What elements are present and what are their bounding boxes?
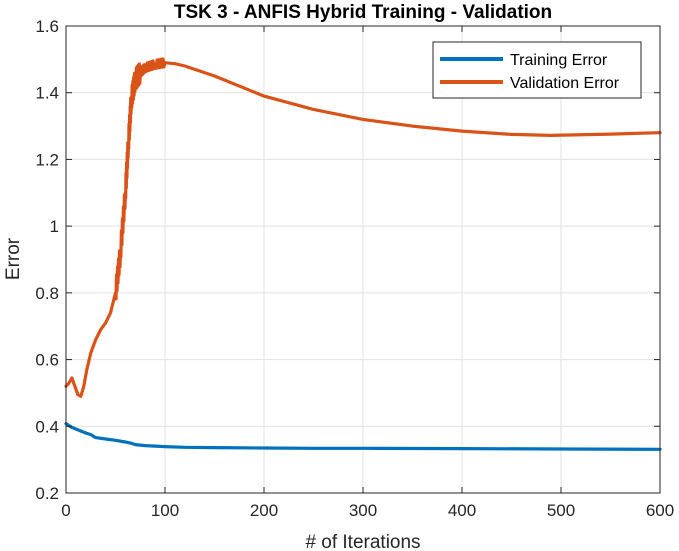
y-tick-label: 1 [50, 217, 59, 236]
tick-labels: 0 100 200 300 400 500 600 0.2 0.4 0.6 0.8 1 1.2 1.4 1.… [35, 17, 674, 520]
legend-label-validation-error: Validation Error [510, 75, 620, 92]
x-tick-label: 500 [547, 501, 575, 520]
x-tick-label: 300 [349, 501, 377, 520]
x-tick-label: 600 [646, 501, 674, 520]
y-tick-label: 0.8 [35, 284, 59, 303]
x-tick-label: 0 [61, 501, 70, 520]
legend-box [432, 41, 642, 99]
y-tick-label: 1.4 [35, 84, 59, 103]
grid-lines [66, 26, 660, 493]
x-axis-label: # of Iterations [305, 532, 420, 551]
series-layer [64, 57, 662, 451]
legend: Training Error Validation Error [432, 41, 642, 99]
y-axis-label: Error [3, 237, 24, 280]
x-tick-label: 200 [250, 501, 278, 520]
y-tick-label: 0.6 [35, 351, 59, 370]
series-line-validation-error [64, 57, 662, 398]
y-tick-label: 0.4 [35, 417, 59, 436]
y-tick-label: 1.2 [35, 150, 59, 169]
x-tick-label: 400 [448, 501, 476, 520]
y-tick-label: 0.2 [35, 484, 59, 503]
legend-label-training-error: Training Error [510, 52, 608, 69]
x-tick-label: 100 [151, 501, 179, 520]
series-line-training-error [64, 422, 662, 451]
chart-title: TSK 3 - ANFIS Hybrid Training - Validati… [174, 2, 552, 23]
y-tick-label: 1.6 [35, 17, 59, 36]
ticks [65, 25, 661, 494]
